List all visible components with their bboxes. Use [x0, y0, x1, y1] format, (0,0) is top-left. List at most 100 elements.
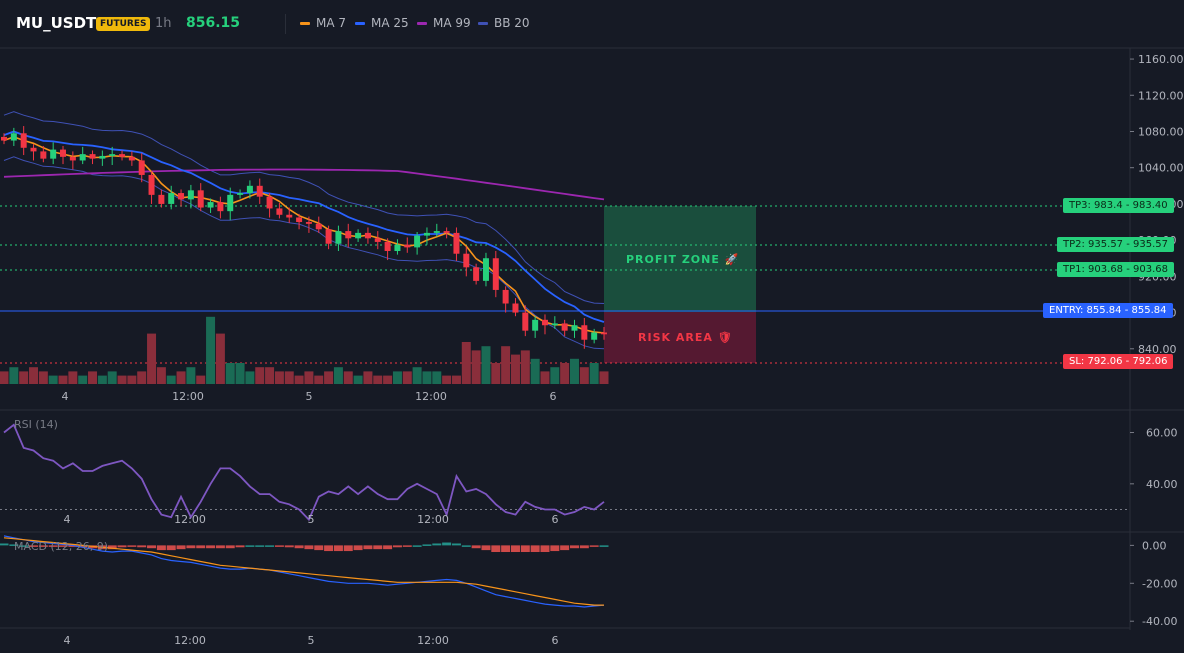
volume-bar — [176, 371, 186, 384]
sl-tag: SL: 792.06 - 792.06 — [1063, 354, 1174, 369]
macd-histogram-bar — [481, 545, 491, 551]
volume-bar — [550, 367, 560, 384]
macd-histogram-bar — [569, 545, 579, 549]
candle-body — [276, 208, 283, 215]
macd-histogram-bar — [255, 545, 265, 547]
macd-histogram-bar — [422, 544, 432, 546]
macd-x-tick-label: 12:00 — [174, 634, 206, 647]
macd-histogram-bar — [225, 545, 235, 549]
macd-histogram-bar — [451, 543, 461, 546]
macd-histogram-bar — [284, 545, 294, 548]
volume-bar — [579, 367, 589, 384]
macd-histogram-bar — [68, 545, 78, 547]
legend-ma25[interactable]: MA 25 — [355, 16, 409, 30]
candle-body — [345, 231, 352, 239]
candle-body — [158, 194, 165, 204]
ma99-swatch-icon — [417, 21, 427, 25]
candle-body — [178, 193, 185, 200]
symbol-name[interactable]: MU_USDT — [16, 14, 97, 32]
candle-body — [374, 238, 381, 242]
volume-bar — [294, 375, 304, 384]
candle-body — [99, 155, 106, 159]
macd-histogram-bar — [196, 545, 206, 549]
candle-body — [561, 323, 568, 331]
macd-histogram-bar — [186, 545, 196, 549]
macd-histogram-bar — [58, 545, 68, 547]
macd-histogram-bar — [265, 545, 275, 547]
volume-bar — [599, 371, 609, 384]
candle-body — [463, 253, 470, 268]
last-price: 856.15 — [186, 15, 241, 31]
macd-histogram-bar — [363, 545, 373, 550]
volume-bar — [451, 375, 461, 384]
volume-bar — [78, 375, 88, 384]
price-x-tick-label: 6 — [550, 390, 557, 403]
candle-body — [79, 154, 86, 161]
legend-ma99-label: MA 99 — [433, 16, 471, 30]
candle-body — [443, 231, 450, 233]
volume-bar — [107, 371, 117, 384]
volume-bar — [560, 363, 570, 384]
macd-histogram-bar — [333, 545, 343, 552]
candle-body — [355, 232, 362, 239]
volume-bar — [520, 350, 530, 384]
macd-histogram-bar — [324, 545, 334, 552]
timeframe-label[interactable]: 1h — [155, 16, 172, 31]
volume-bar — [225, 363, 235, 384]
bb-upper-line — [3, 111, 605, 304]
legend-bb20[interactable]: BB 20 — [478, 16, 530, 30]
macd-histogram-bar — [343, 545, 353, 552]
volume-bar — [412, 367, 422, 384]
macd-histogram-bar — [540, 545, 550, 553]
macd-histogram-bar — [166, 545, 176, 551]
candle-body — [522, 312, 529, 331]
candle-body — [305, 222, 312, 224]
macd-histogram-bar — [579, 545, 589, 549]
candle-body — [384, 241, 391, 251]
macd-histogram-bar — [9, 544, 19, 546]
candle-body — [187, 190, 194, 200]
rsi-x-tick-label: 12:00 — [174, 513, 206, 526]
profit-zone — [604, 206, 756, 312]
price-x-tick-label: 12:00 — [415, 390, 447, 403]
ma7-line — [3, 136, 605, 334]
candle-body — [364, 232, 371, 239]
candle-body — [541, 319, 548, 326]
volume-bar — [432, 371, 442, 384]
macd-histogram-bar — [314, 545, 324, 551]
candle-body — [217, 202, 224, 212]
macd-histogram-bar — [491, 545, 501, 553]
candle-body — [551, 323, 558, 326]
volume-bar — [530, 358, 540, 384]
volume-bar — [501, 346, 511, 384]
macd-x-tick-label: 4 — [64, 634, 71, 647]
candle-body — [482, 258, 489, 281]
volume-bar — [206, 316, 216, 384]
candle-body — [433, 231, 440, 233]
legend-ma99[interactable]: MA 99 — [417, 16, 471, 30]
volume-bar — [186, 367, 196, 384]
macd-histogram-bar — [412, 545, 422, 547]
price-tick-label: 1080.00 — [1138, 125, 1184, 138]
macd-histogram-bar — [245, 545, 255, 547]
volume-bar — [19, 371, 29, 384]
volume-bar — [235, 363, 245, 384]
candle-body — [394, 244, 401, 251]
macd-histogram-bar — [402, 545, 412, 547]
macd-histogram-bar — [0, 543, 9, 546]
legend-ma7[interactable]: MA 7 — [300, 16, 346, 30]
tp1-tag: TP1: 903.68 - 903.68 — [1057, 262, 1175, 277]
rsi-tick-label: 40.00 — [1146, 478, 1178, 491]
volume-bar — [265, 367, 275, 384]
price-x-tick-label: 4 — [62, 390, 69, 403]
candle-body — [453, 232, 460, 254]
macd-histogram-bar — [147, 545, 157, 549]
macd-histogram-bar — [471, 545, 481, 549]
volume-bar — [68, 371, 78, 384]
macd-histogram-bar — [29, 545, 39, 547]
volume-bar — [353, 375, 363, 384]
volume-bar — [343, 371, 353, 384]
candle-body — [581, 325, 588, 340]
candle-body — [207, 202, 214, 208]
